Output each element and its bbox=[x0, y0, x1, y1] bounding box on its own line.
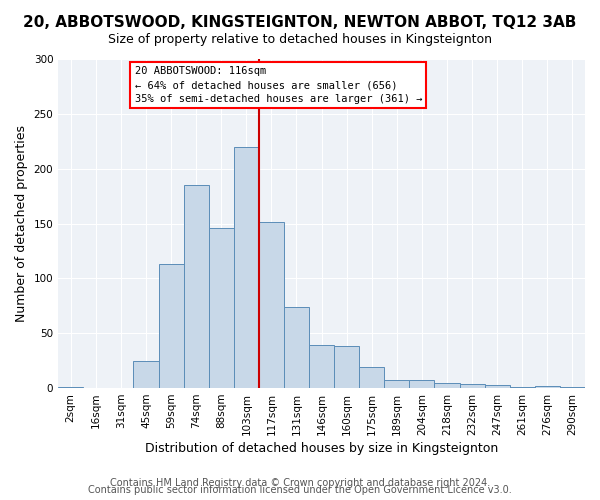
Bar bbox=[259, 222, 284, 388]
Bar bbox=[234, 147, 259, 388]
Bar bbox=[209, 228, 234, 388]
Bar bbox=[334, 346, 359, 388]
Text: Size of property relative to detached houses in Kingsteignton: Size of property relative to detached ho… bbox=[108, 32, 492, 46]
Bar bbox=[560, 387, 585, 388]
Bar bbox=[309, 346, 334, 388]
Bar bbox=[359, 367, 385, 388]
Bar bbox=[535, 386, 560, 388]
Bar bbox=[460, 384, 485, 388]
Bar bbox=[133, 360, 158, 388]
Bar bbox=[434, 382, 460, 388]
Text: Contains public sector information licensed under the Open Government Licence v3: Contains public sector information licen… bbox=[88, 485, 512, 495]
X-axis label: Distribution of detached houses by size in Kingsteignton: Distribution of detached houses by size … bbox=[145, 442, 498, 455]
Bar bbox=[385, 380, 409, 388]
Bar bbox=[184, 185, 209, 388]
Bar bbox=[510, 387, 535, 388]
Y-axis label: Number of detached properties: Number of detached properties bbox=[15, 125, 28, 322]
Text: 20 ABBOTSWOOD: 116sqm
← 64% of detached houses are smaller (656)
35% of semi-det: 20 ABBOTSWOOD: 116sqm ← 64% of detached … bbox=[134, 66, 422, 104]
Bar bbox=[158, 264, 184, 388]
Bar bbox=[409, 380, 434, 388]
Bar bbox=[284, 307, 309, 388]
Text: Contains HM Land Registry data © Crown copyright and database right 2024.: Contains HM Land Registry data © Crown c… bbox=[110, 478, 490, 488]
Bar bbox=[58, 387, 83, 388]
Text: 20, ABBOTSWOOD, KINGSTEIGNTON, NEWTON ABBOT, TQ12 3AB: 20, ABBOTSWOOD, KINGSTEIGNTON, NEWTON AB… bbox=[23, 15, 577, 30]
Bar bbox=[485, 385, 510, 388]
